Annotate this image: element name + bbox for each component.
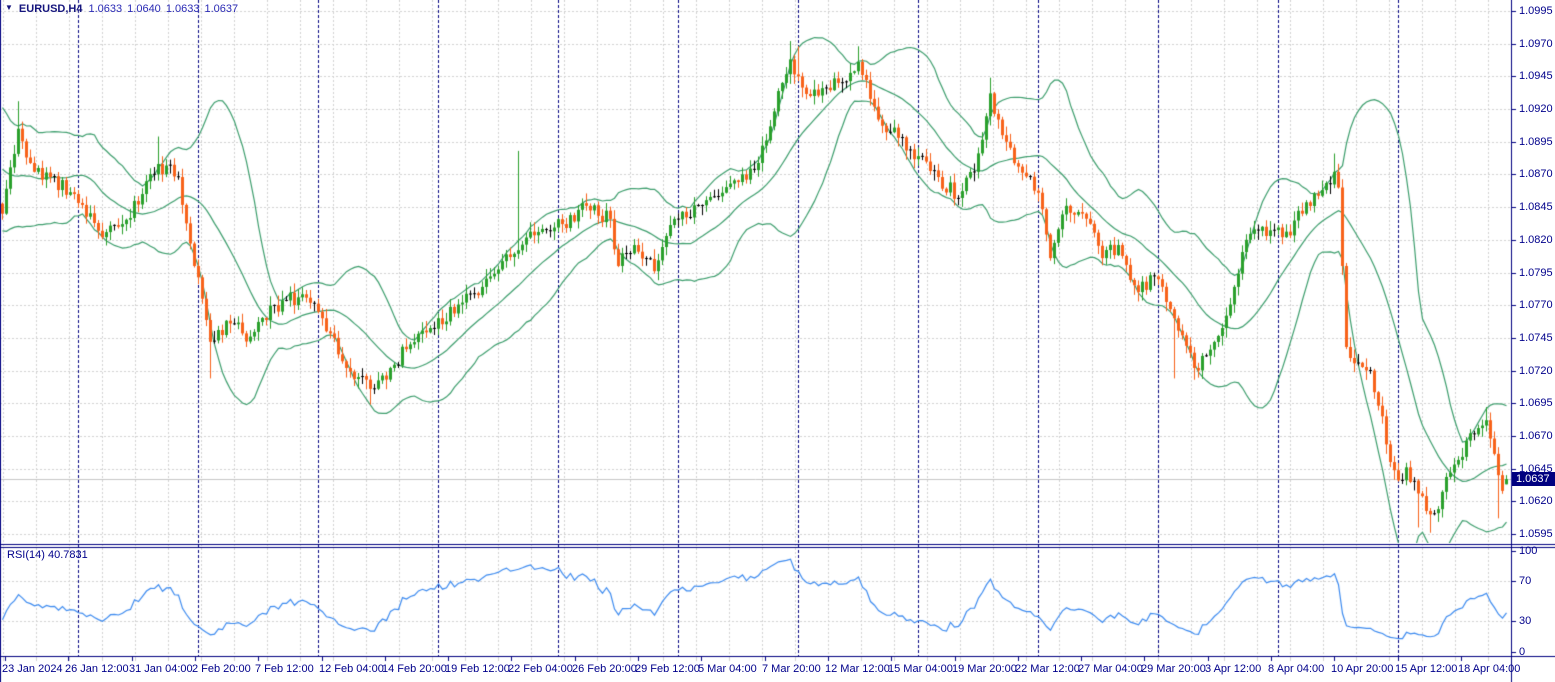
symbol-label: EURUSD,H4 <box>18 3 83 15</box>
date-tick-label: 27 Mar 04:00 <box>1078 663 1143 675</box>
price-tick-label: 1.0820 <box>1519 234 1553 246</box>
price-tick-label: 1.0995 <box>1519 5 1553 17</box>
date-tick-label: 23 Jan 2024 <box>2 663 63 675</box>
date-tick-label: 26 Feb 20:00 <box>572 663 637 675</box>
ohlc-quote: 1.0633 1.0640 1.0633 1.0637 <box>89 3 239 15</box>
date-tick-label: 7 Feb 12:00 <box>255 663 314 675</box>
rsi-tick-label: 0 <box>1519 646 1526 658</box>
price-tick-label: 1.0845 <box>1519 201 1553 213</box>
date-tick-label: 12 Mar 12:00 <box>825 663 890 675</box>
rsi-tick-label: 70 <box>1519 575 1532 587</box>
price-tick-label: 1.0720 <box>1519 365 1553 377</box>
date-tick-label: 19 Feb 12:00 <box>445 663 510 675</box>
date-tick-label: 22 Mar 12:00 <box>1015 663 1080 675</box>
date-tick-label: 19 Mar 20:00 <box>952 663 1017 675</box>
date-tick-label: 3 Apr 12:00 <box>1205 663 1262 675</box>
date-tick-label: 26 Jan 12:00 <box>65 663 129 675</box>
date-tick-label: 15 Mar 04:00 <box>888 663 953 675</box>
price-tick-label: 1.0670 <box>1519 430 1553 442</box>
date-tick-label: 5 Mar 04:00 <box>698 663 757 675</box>
date-tick-label: 2 Feb 20:00 <box>192 663 251 675</box>
price-tick-label: 1.0920 <box>1519 103 1553 115</box>
price-tick-label: 1.0620 <box>1519 495 1553 507</box>
quote-low: 1.0633 <box>165 3 200 15</box>
date-tick-label: 22 Feb 04:00 <box>508 663 573 675</box>
date-tick-label: 7 Mar 20:00 <box>762 663 821 675</box>
price-tick-label: 1.0770 <box>1519 299 1553 311</box>
rsi-indicator-label: RSI(14) 40.7831 <box>7 549 88 561</box>
date-tick-label: 18 Apr 04:00 <box>1458 663 1521 675</box>
price-tick-label: 1.0945 <box>1519 70 1553 82</box>
price-tick-label: 1.0870 <box>1519 168 1553 180</box>
chart-title: ▼ EURUSD,H4 1.0633 1.0640 1.0633 1.0637 <box>5 3 238 15</box>
rsi-tick-label: 100 <box>1519 545 1538 557</box>
rsi-tick-label: 30 <box>1519 615 1532 627</box>
date-tick-label: 29 Mar 20:00 <box>1141 663 1206 675</box>
symbol-dropdown-icon[interactable]: ▼ <box>5 3 13 12</box>
quote-close: 1.0637 <box>204 3 239 15</box>
date-tick-label: 15 Apr 12:00 <box>1395 663 1458 675</box>
price-tick-label: 1.0745 <box>1519 332 1553 344</box>
price-tick-label: 1.0595 <box>1519 528 1553 540</box>
date-tick-label: 12 Feb 04:00 <box>319 663 384 675</box>
date-tick-label: 8 Apr 04:00 <box>1268 663 1325 675</box>
quote-high: 1.0640 <box>127 3 161 15</box>
date-tick-label: 31 Jan 04:00 <box>129 663 193 675</box>
date-tick-label: 10 Apr 20:00 <box>1331 663 1394 675</box>
date-tick-label: 14 Feb 20:00 <box>382 663 447 675</box>
current-price-tag: 1.0637 <box>1512 472 1555 486</box>
price-tick-label: 1.0795 <box>1519 267 1553 279</box>
price-tick-label: 1.0895 <box>1519 136 1553 148</box>
price-tick-label: 1.0970 <box>1519 38 1553 50</box>
quote-open: 1.0633 <box>88 3 123 15</box>
date-tick-label: 29 Feb 12:00 <box>635 663 700 675</box>
price-tick-label: 1.0695 <box>1519 397 1553 409</box>
